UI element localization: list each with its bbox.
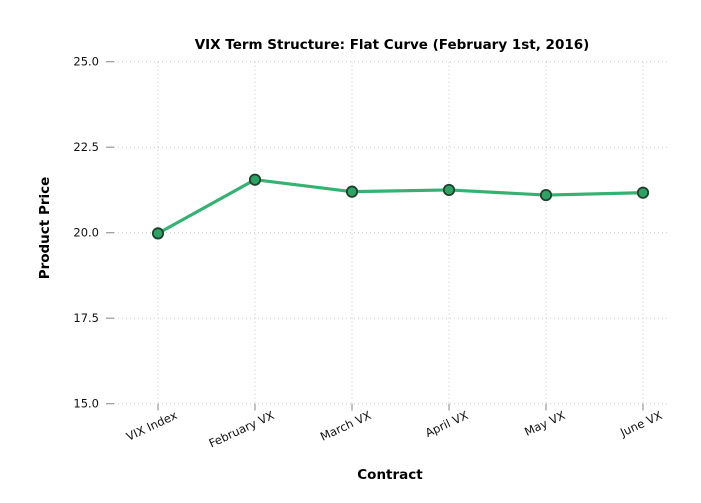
x-tick-label: VIX Index <box>124 408 179 444</box>
data-point <box>345 185 359 198</box>
x-tick-label: April VX <box>423 408 470 440</box>
data-point <box>151 227 165 240</box>
x-tick-label: May VX <box>522 408 567 439</box>
x-tick-label: February VX <box>207 408 277 450</box>
x-axis-label: Contract <box>357 467 423 483</box>
y-tick-label: 15.0 <box>73 397 99 411</box>
x-tick-label: June VX <box>617 408 664 440</box>
y-tick-label: 25.0 <box>73 55 99 69</box>
chart-title: VIX Term Structure: Flat Curve (February… <box>194 37 590 53</box>
data-point <box>636 186 650 199</box>
x-tick-label: March VX <box>318 408 373 444</box>
y-tick-label: 22.5 <box>73 140 99 154</box>
data-point <box>539 188 553 202</box>
data-line <box>156 178 645 235</box>
y-tick-label: 20.0 <box>73 226 99 240</box>
y-tick-label: 17.5 <box>73 311 99 325</box>
data-point <box>248 173 262 186</box>
data-point <box>442 183 456 197</box>
